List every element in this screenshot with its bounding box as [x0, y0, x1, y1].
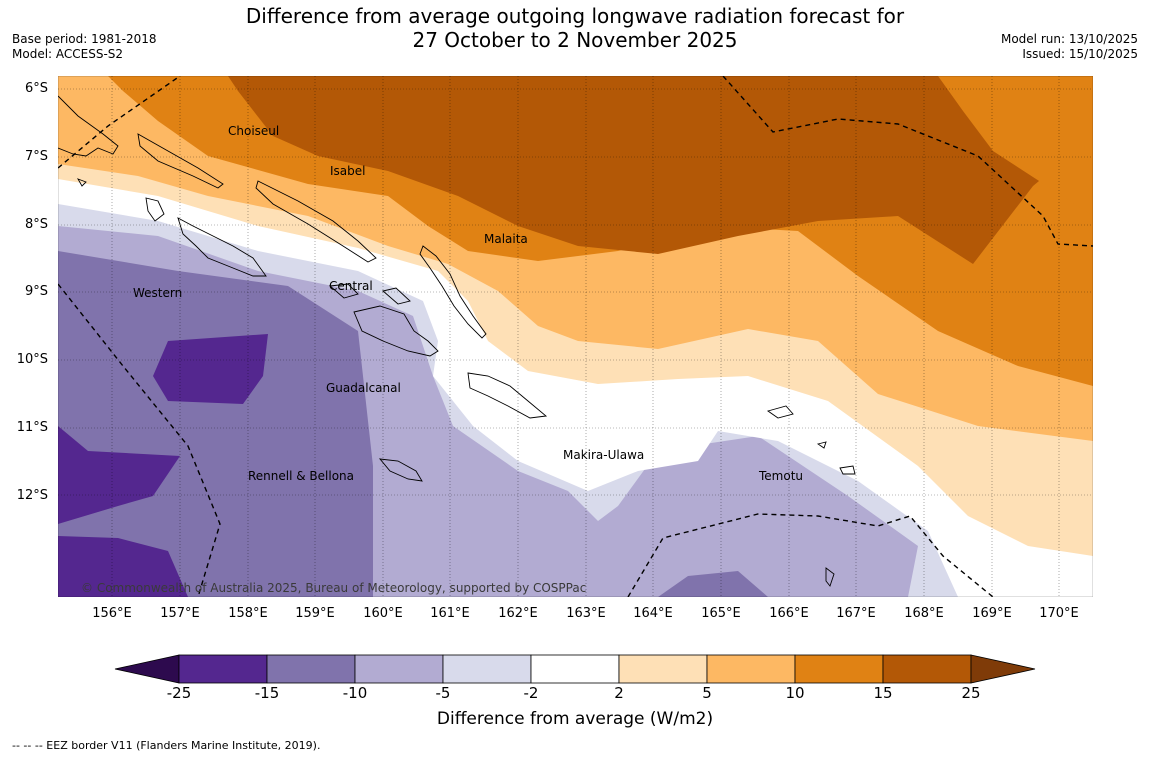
- colorbar-tick-label: 5: [702, 684, 712, 702]
- malaita-coast: [419, 245, 487, 339]
- colorbar-swatch-5: [530, 654, 620, 684]
- label-central: Central: [329, 279, 373, 293]
- label-choiseul: Choiseul: [228, 124, 279, 138]
- new-georgia-coast: [145, 197, 267, 277]
- issued-date: Issued: 15/10/2025: [1022, 47, 1138, 61]
- eez-border-nw: [58, 76, 181, 169]
- colorbar-tick-label: -5: [435, 684, 451, 702]
- model-run: Model run: 13/10/2025: [1000, 32, 1138, 46]
- meta-right: Model run: 13/10/2025 Issued: 15/10/2025: [1001, 32, 1138, 62]
- label-western: Western: [133, 286, 182, 300]
- band-plus10-plus15-ne: [938, 76, 1093, 216]
- eez-borders: [58, 76, 1093, 597]
- band-minus15-minus25-west: [153, 334, 268, 404]
- colorbar: [114, 654, 1036, 684]
- band-minus15-minus25-south: [58, 536, 188, 597]
- model-name: Model: ACCESS-S2: [12, 47, 124, 61]
- lon-label-158e: 158°E: [228, 606, 268, 621]
- label-malaita: Malaita: [484, 232, 528, 246]
- band-minus10-minus15-south: [658, 571, 768, 597]
- colorbar-extend-high: [970, 654, 1036, 684]
- lon-label-161e: 161°E: [430, 606, 470, 621]
- colorbar-tick-label: -25: [166, 684, 192, 702]
- meta-left: Base period: 1981-2018 Model: ACCESS-S2: [12, 32, 157, 62]
- colorbar-swatch-4: [442, 654, 532, 684]
- makira-coast: [467, 372, 548, 419]
- shortland-islands: [76, 178, 87, 187]
- lon-label-159e: 159°E: [295, 606, 335, 621]
- label-rennell-bellona: Rennell & Bellona: [248, 469, 354, 483]
- choiseul-coast: [137, 133, 224, 189]
- colorbar-tick-label: 2: [614, 684, 624, 702]
- band-plus15-plus25: [228, 76, 1093, 264]
- title-line-1: Difference from average outgoing longwav…: [245, 4, 905, 28]
- eez-border-se: [627, 513, 994, 597]
- colorbar-swatch-2: [266, 654, 356, 684]
- copyright-notice: © Commonwealth of Australia 2025, Bureau…: [81, 581, 586, 595]
- colorbar-tick-label: -2: [523, 684, 539, 702]
- colorbar-title: Difference from average (W/m2): [436, 709, 714, 729]
- eez-border-note: -- -- -- EEZ border V11 (Flanders Marine…: [12, 739, 321, 752]
- bougainville-coast: [58, 95, 119, 157]
- lon-label-169e: 169°E: [972, 606, 1012, 621]
- chart-title: Difference from average outgoing longwav…: [0, 4, 1150, 52]
- lon-label-170e: 170°E: [1039, 606, 1079, 621]
- eez-border-ne: [722, 76, 1093, 247]
- lon-label-162e: 162°E: [498, 606, 538, 621]
- olr-anomaly-map: Choiseul Isabel Malaita Western Central …: [58, 76, 1093, 597]
- santa-cruz-coast: [766, 405, 856, 475]
- isabel-coast: [255, 180, 377, 263]
- colorbar-swatch-7: [706, 654, 796, 684]
- label-makira-ulawa: Makira-Ulawa: [563, 448, 644, 462]
- lon-label-163e: 163°E: [566, 606, 606, 621]
- colorbar-swatch-1: [178, 654, 268, 684]
- lat-label-11s: 11°S: [16, 420, 48, 435]
- colorbar-swatch-6: [618, 654, 708, 684]
- lon-label-157e: 157°E: [160, 606, 200, 621]
- lat-label-12s: 12°S: [16, 488, 48, 503]
- colorbar-tick-label: -10: [342, 684, 368, 702]
- lon-label-164e: 164°E: [633, 606, 673, 621]
- base-period: Base period: 1981-2018: [12, 32, 157, 46]
- lon-label-168e: 168°E: [904, 606, 944, 621]
- colorbar-tick-label: 10: [785, 684, 805, 702]
- lon-label-156e: 156°E: [92, 606, 132, 621]
- eez-border-sw: [58, 283, 221, 597]
- lat-label-7s: 7°S: [24, 149, 48, 164]
- lon-label-160e: 160°E: [363, 606, 403, 621]
- lat-label-10s: 10°S: [16, 352, 48, 367]
- band-minus15-minus25-sw: [58, 426, 180, 524]
- vanikoro-coast: [825, 567, 835, 587]
- colorbar-swatch-3: [354, 654, 444, 684]
- guadalcanal-coast: [353, 305, 439, 357]
- lon-label-166e: 166°E: [769, 606, 809, 621]
- lon-label-165e: 165°E: [701, 606, 741, 621]
- label-temotu: Temotu: [758, 469, 803, 483]
- colorbar-tick-label: 15: [873, 684, 893, 702]
- title-line-2: 27 October to 2 November 2025: [412, 28, 738, 52]
- central-islands: [328, 283, 411, 305]
- rennell-coast: [378, 458, 423, 482]
- lat-label-8s: 8°S: [24, 217, 48, 232]
- lat-label-9s: 9°S: [24, 284, 48, 299]
- lat-label-6s: 6°S: [24, 81, 48, 96]
- label-isabel: Isabel: [330, 164, 365, 178]
- label-guadalcanal: Guadalcanal: [326, 381, 401, 395]
- lon-label-167e: 167°E: [836, 606, 876, 621]
- colorbar-swatch-8: [794, 654, 884, 684]
- colorbar-extend-low: [114, 654, 180, 684]
- coastlines: [58, 95, 856, 587]
- colorbar-tick-label: 25: [961, 684, 981, 702]
- colorbar-tick-label: -15: [254, 684, 280, 702]
- colorbar-swatch-9: [882, 654, 972, 684]
